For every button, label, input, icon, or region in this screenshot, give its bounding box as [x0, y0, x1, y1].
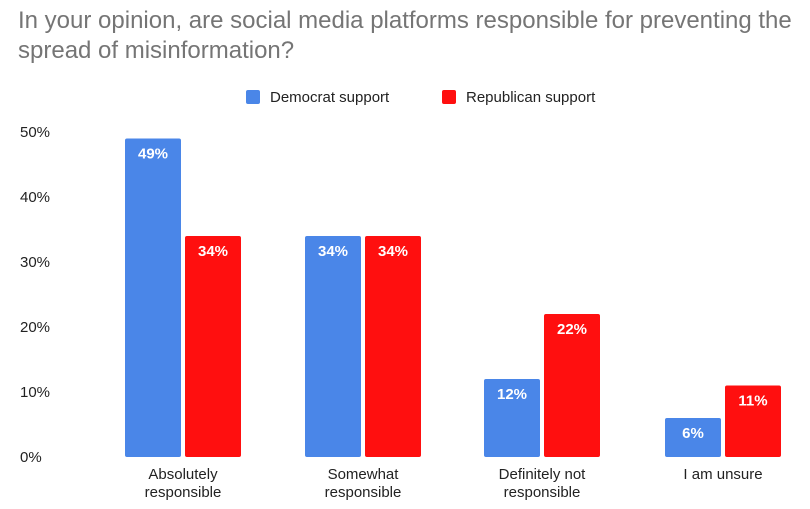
y-tick-label: 0% — [20, 449, 42, 466]
y-tick-label: 10% — [20, 384, 50, 401]
bar-democrat — [305, 236, 361, 457]
y-tick-label: 40% — [20, 189, 50, 206]
bar-democrat — [125, 138, 181, 457]
x-tick-label: Definitely not — [499, 466, 587, 483]
chart-title: In your opinion, are social media platfo… — [18, 7, 792, 64]
legend-swatch-republican — [442, 90, 456, 104]
x-tick-label: Somewhat — [328, 466, 400, 483]
bar-republican — [185, 236, 241, 457]
bar-democrat — [665, 418, 721, 457]
legend-item-democrat: Democrat support — [246, 86, 389, 108]
data-label: 49% — [138, 146, 168, 163]
data-label: 34% — [318, 243, 348, 260]
legend-swatch-democrat — [246, 90, 260, 104]
x-tick-label: Absolutely — [148, 466, 218, 483]
bar-republican — [725, 385, 781, 457]
data-label: 34% — [378, 243, 408, 260]
bar-republican — [365, 236, 421, 457]
legend-label-republican: Republican support — [466, 88, 596, 106]
data-label: 6% — [682, 425, 704, 442]
legend: Democrat support Republican support — [0, 86, 810, 108]
data-label: 11% — [738, 393, 767, 410]
x-tick-label: responsible — [325, 484, 402, 501]
bar-republican — [544, 314, 600, 457]
y-tick-label: 50% — [20, 124, 50, 141]
x-tick-label: responsible — [145, 484, 222, 501]
x-tick-label: I am unsure — [683, 466, 762, 483]
x-tick-label: responsible — [504, 484, 581, 501]
legend-item-republican: Republican support — [442, 86, 595, 108]
bar-democrat — [484, 379, 540, 457]
data-label: 34% — [198, 243, 228, 260]
y-tick-label: 20% — [20, 319, 50, 336]
data-label: 22% — [557, 321, 587, 338]
y-tick-label: 30% — [20, 254, 50, 271]
data-label: 12% — [497, 386, 527, 403]
legend-label-democrat: Democrat support — [270, 88, 390, 106]
